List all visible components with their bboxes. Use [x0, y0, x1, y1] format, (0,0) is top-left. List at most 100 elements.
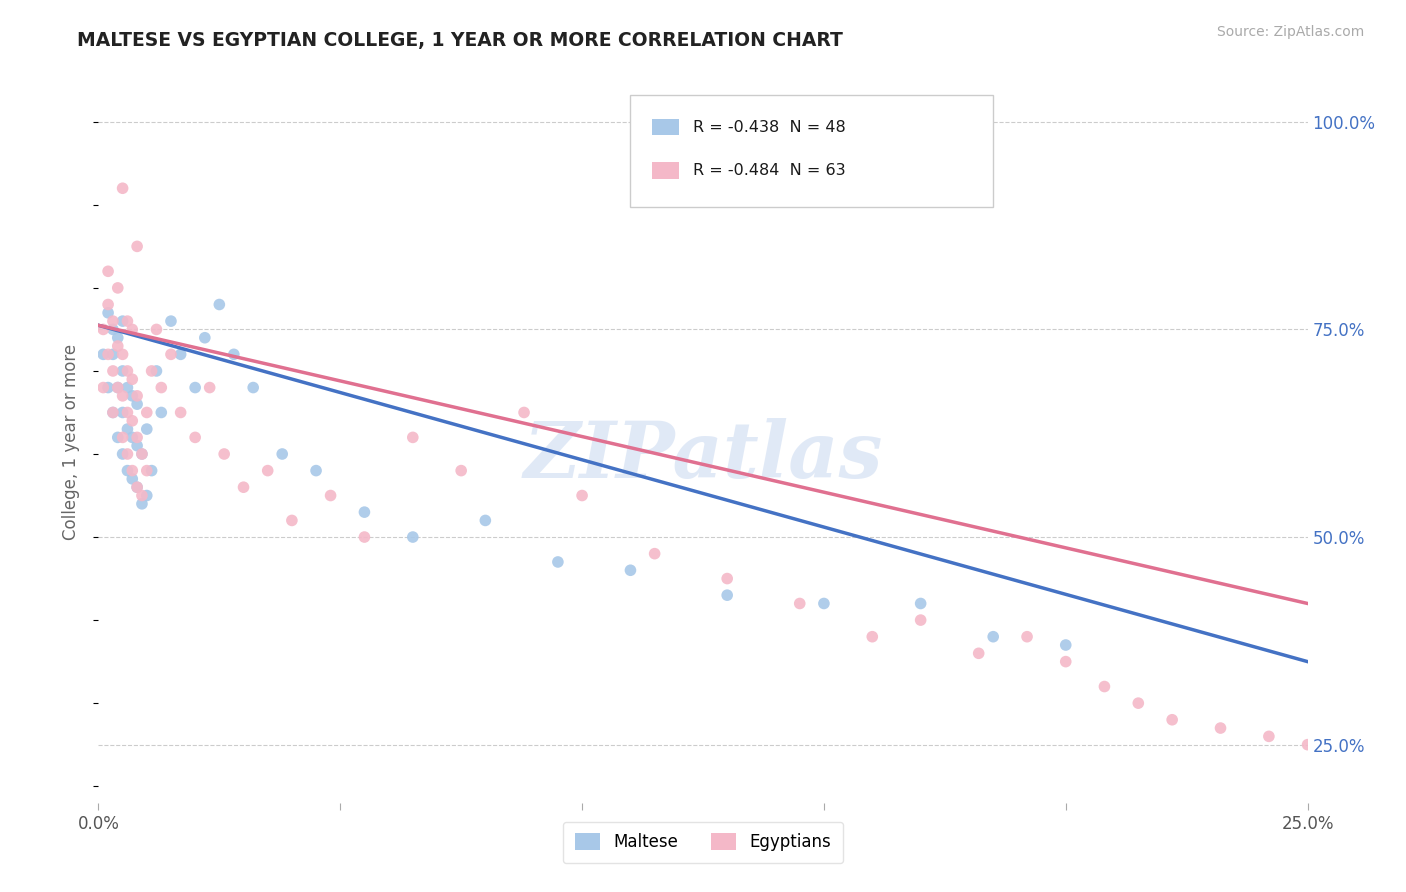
Point	[101, 405, 124, 419]
Point	[111, 181, 134, 195]
Point	[107, 380, 129, 394]
Point	[97, 380, 120, 394]
Point	[91, 380, 114, 394]
Point	[107, 339, 129, 353]
Point	[716, 572, 738, 586]
Point	[111, 389, 134, 403]
Bar	[652, 162, 679, 178]
Point	[97, 347, 120, 361]
Point	[97, 264, 120, 278]
Point	[121, 322, 143, 336]
Point	[141, 464, 163, 478]
Point	[450, 464, 472, 478]
Point	[184, 380, 207, 394]
Point	[117, 364, 139, 378]
Point	[1094, 680, 1116, 694]
Text: MALTESE VS EGYPTIAN COLLEGE, 1 YEAR OR MORE CORRELATION CHART: MALTESE VS EGYPTIAN COLLEGE, 1 YEAR OR M…	[77, 31, 844, 50]
Point	[141, 364, 163, 378]
Point	[117, 380, 139, 394]
Point	[121, 389, 143, 403]
Point	[981, 630, 1004, 644]
Point	[97, 306, 120, 320]
Point	[353, 530, 375, 544]
Point	[101, 322, 124, 336]
Point	[150, 405, 173, 419]
Point	[101, 314, 124, 328]
Point	[145, 364, 167, 378]
Point	[127, 439, 149, 453]
Point	[107, 281, 129, 295]
Point	[121, 430, 143, 444]
Point	[127, 480, 149, 494]
Point	[111, 405, 134, 419]
Point	[160, 347, 183, 361]
Point	[169, 405, 191, 419]
Point	[353, 505, 375, 519]
Point	[271, 447, 294, 461]
Point	[117, 422, 139, 436]
Bar	[652, 120, 679, 136]
Point	[135, 405, 157, 419]
Point	[91, 322, 114, 336]
Point	[117, 314, 139, 328]
Point	[121, 372, 143, 386]
Point	[111, 430, 134, 444]
Point	[208, 297, 231, 311]
Point	[1128, 696, 1150, 710]
FancyBboxPatch shape	[630, 95, 993, 207]
Point	[910, 597, 932, 611]
Point	[242, 380, 264, 394]
Point	[194, 331, 217, 345]
Point	[513, 405, 536, 419]
Point	[232, 480, 254, 494]
Point	[111, 364, 134, 378]
Point	[107, 430, 129, 444]
Point	[1161, 713, 1184, 727]
Legend: Maltese, Egyptians: Maltese, Egyptians	[562, 822, 844, 863]
Point	[402, 430, 425, 444]
Point	[127, 389, 149, 403]
Point	[212, 447, 235, 461]
Point	[402, 530, 425, 544]
Point	[145, 322, 167, 336]
Point	[111, 447, 134, 461]
Point	[117, 464, 139, 478]
Point	[101, 364, 124, 378]
Point	[111, 314, 134, 328]
Text: ZIPatlas: ZIPatlas	[523, 417, 883, 494]
Point	[716, 588, 738, 602]
Point	[1054, 638, 1077, 652]
Point	[1015, 630, 1038, 644]
Point	[571, 489, 593, 503]
Point	[910, 613, 932, 627]
Point	[789, 597, 811, 611]
Point	[127, 239, 149, 253]
Point	[184, 430, 207, 444]
Point	[1209, 721, 1232, 735]
Y-axis label: College, 1 year or more: College, 1 year or more	[62, 343, 80, 540]
Point	[127, 397, 149, 411]
Point	[117, 447, 139, 461]
Point	[198, 380, 221, 394]
Point	[150, 380, 173, 394]
Point	[305, 464, 328, 478]
Point	[91, 347, 114, 361]
Point	[127, 430, 149, 444]
Point	[222, 347, 245, 361]
Point	[547, 555, 569, 569]
Point	[131, 497, 153, 511]
Point	[97, 297, 120, 311]
Point	[619, 563, 641, 577]
Point	[131, 447, 153, 461]
Point	[813, 597, 835, 611]
Point	[131, 489, 153, 503]
Point	[1257, 730, 1279, 744]
Point	[474, 513, 496, 527]
Point	[107, 331, 129, 345]
Point	[101, 347, 124, 361]
Point	[256, 464, 278, 478]
Point	[644, 547, 666, 561]
Point	[135, 464, 157, 478]
Point	[127, 480, 149, 494]
Point	[967, 646, 990, 660]
